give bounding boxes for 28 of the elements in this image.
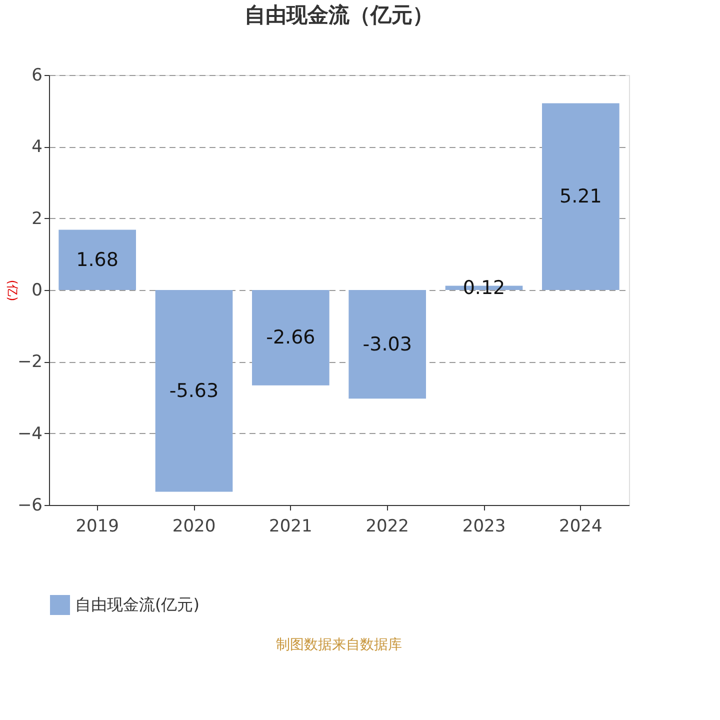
bar	[58, 230, 136, 290]
data-label: 5.21	[560, 186, 602, 208]
x-tick-label: 2021	[269, 516, 312, 536]
text: 制图数据来自数据库	[276, 637, 402, 653]
y-tick-label: 2	[32, 208, 42, 229]
y-tick-label: −6	[17, 496, 42, 516]
x-tick-label: 2022	[366, 516, 409, 536]
y-tick-label: −2	[17, 352, 42, 372]
y-tick-label: 6	[32, 66, 42, 86]
x-tick-label: 2019	[76, 516, 119, 536]
data-label: -2.66	[266, 326, 316, 349]
bar	[155, 290, 233, 492]
y-tick-label: 0	[32, 280, 42, 300]
chart-title: 自由现金流（亿元）	[244, 3, 434, 27]
y-tick-label: −4	[17, 424, 42, 444]
y-axis-title: (亿)	[5, 280, 20, 302]
data-label: -5.63	[169, 380, 219, 402]
data-label: 0.12	[462, 276, 506, 299]
x-tick-label: 2024	[559, 516, 602, 536]
y-tick-label: 4	[32, 137, 42, 158]
bar	[252, 290, 330, 386]
data-label: -3.03	[362, 333, 412, 356]
x-tick-label: 2020	[172, 516, 216, 536]
x-tick-label: 2023	[462, 516, 506, 536]
legend-label: 自由现金流(亿元)	[75, 595, 200, 614]
data-label: 1.68	[76, 248, 118, 271]
bar	[542, 103, 620, 290]
bar	[348, 290, 426, 399]
